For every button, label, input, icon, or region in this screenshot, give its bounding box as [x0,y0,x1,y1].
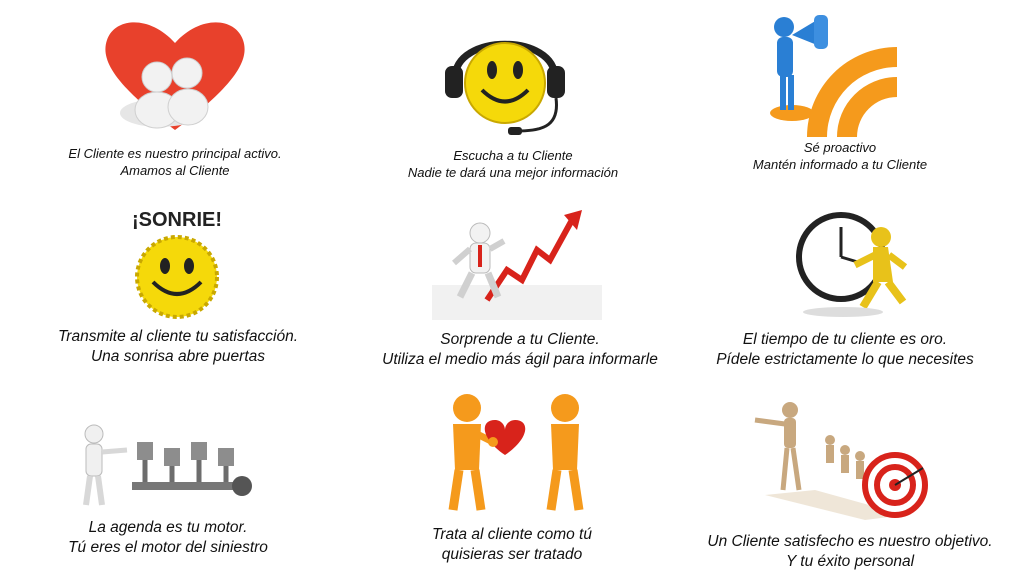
caption-line: Tú eres el motor del siniestro [68,539,268,557]
caption-line: Trata al cliente como tú [432,526,592,543]
caption-growth: Sorprende a tu Cliente. Utiliza el medio… [360,330,680,370]
caption-heart: El Cliente es nuestro principal activo. … [45,146,305,180]
caption-line: Escucha a tu Cliente [453,148,573,163]
caption-clock: El tiempo de tu cliente es oro. Pídele e… [695,330,995,370]
running-clock-icon [796,212,908,317]
caption-headset: Escucha a tu Cliente Nadie te dará una m… [383,148,643,182]
caption-line: Un Cliente satisfecho es nuestro objetiv… [707,533,993,550]
caption-line: La agenda es tu motor. [88,519,248,536]
caption-sonrie: Transmite al cliente tu satisfacción. Un… [28,327,328,367]
engine-pistons-icon [83,424,252,506]
caption-line: Amamos al Cliente [120,162,230,178]
caption-line: Sé proactivo [803,140,877,155]
headset-smiley-icon [445,40,565,135]
sonrie-smiley-icon: ¡SONRIE! [132,209,222,319]
caption-line: Sorprende a tu Cliente. [440,331,600,348]
sonrie-badge: ¡SONRIE! [132,209,222,231]
caption-target: Un Cliente satisfecho es nuestro objetiv… [690,532,1010,572]
caption-line: El tiempo de tu cliente es oro. [742,331,948,348]
growth-arrow-icon [432,210,602,320]
caption-megaphone: Sé proactivo Mantén informado a tu Clien… [710,140,970,174]
caption-line: Utiliza el medio más ágil para informarl… [382,351,658,369]
caption-line: El Cliente es nuestro principal activo. [68,146,282,161]
caption-line: Nadie te dará una mejor información [407,164,619,180]
caption-gift: Trata al cliente como tú quisieras ser t… [352,525,672,565]
caption-line: Pídele estrictamente lo que necesites [716,351,974,369]
megaphone-rss-icon [770,15,897,137]
caption-line: Mantén informado a tu Cliente [752,156,928,172]
caption-line: quisieras ser tratado [441,546,583,564]
caption-engine: La agenda es tu motor. Tú eres el motor … [18,518,318,558]
hugging-heart-icon [105,22,245,130]
target-team-icon [754,402,928,520]
heart-gift-icon [448,394,584,511]
caption-line: Una sonrisa abre puertas [90,348,266,366]
caption-line: Y tu éxito personal [785,553,915,571]
caption-line: Transmite al cliente tu satisfacción. [57,328,299,345]
